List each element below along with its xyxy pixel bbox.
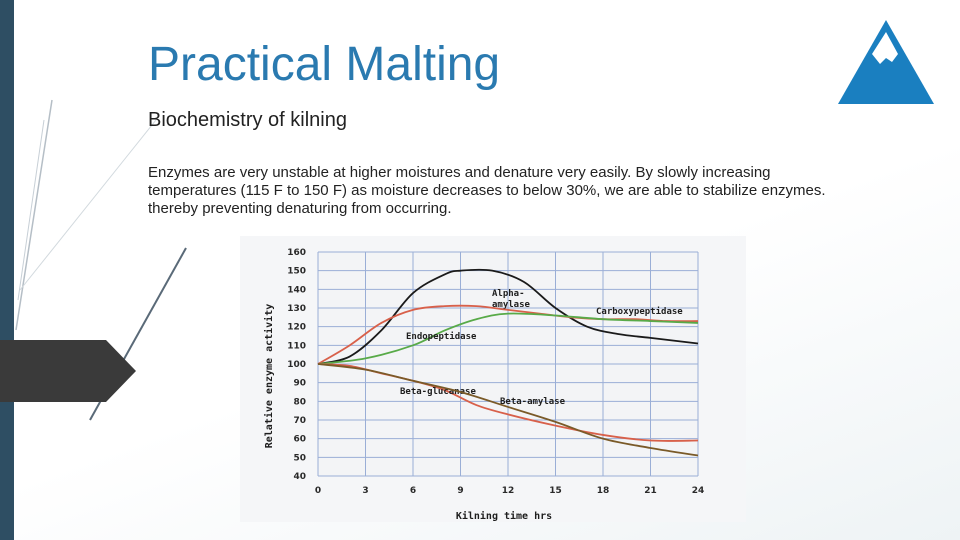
- y-tick-label: 110: [287, 341, 306, 351]
- y-tick-label: 70: [293, 416, 306, 426]
- slide-body-text: Enzymes are very unstable at higher mois…: [148, 164, 826, 217]
- series-line-alpha-amylase: [317, 268, 699, 365]
- x-tick-label: 6: [410, 486, 416, 496]
- y-tick-label: 50: [293, 453, 306, 463]
- x-tick-label: 3: [362, 486, 368, 496]
- y-tick-label: 80: [293, 397, 306, 407]
- y-tick-label: 140: [287, 285, 306, 295]
- x-axis-title: Kilning time hrs: [456, 510, 552, 522]
- x-tick-label: 15: [549, 486, 562, 496]
- series-label-beta-amylase: Beta-amylase: [500, 397, 566, 407]
- y-tick-label: 130: [287, 304, 306, 314]
- x-tick-label: 21: [644, 486, 657, 496]
- y-tick-label: 120: [287, 323, 306, 333]
- chart-svg: 0 3 6 9 12 15 18 21 24 40 50 60 70 80 90 100 110 120 130 14…: [263, 248, 705, 522]
- enzyme-activity-chart: 0 3 6 9 12 15 18 21 24 40 50 60 70 80 90 100 110 120 130 14…: [240, 236, 746, 522]
- slide-title: Practical Malting: [148, 38, 501, 91]
- series-label-beta-glucanase: Beta-glucanase: [400, 387, 476, 397]
- mountain-peak-icon: [838, 20, 934, 104]
- left-accent-bar: [0, 0, 14, 540]
- y-tick-label: 40: [293, 472, 306, 482]
- y-tick-label: 90: [293, 379, 306, 389]
- x-tick-label: 12: [502, 486, 515, 496]
- y-tick-label: 60: [293, 435, 306, 445]
- series-label-alpha-amylase: Alpha-: [492, 289, 525, 299]
- x-tick-label: 0: [315, 486, 321, 496]
- slide-subtitle: Biochemistry of kilning: [148, 109, 347, 131]
- dark-tab-shape: [0, 340, 136, 402]
- series-label-endopeptidase: Endopeptidase: [406, 331, 477, 342]
- series-label-carboxypeptidase: Carboxypeptidase: [596, 306, 683, 317]
- series-line-carboxypeptidase: [317, 304, 699, 365]
- y-tick-label: 150: [287, 267, 306, 277]
- y-tick-label: 160: [287, 248, 306, 258]
- y-axis-title: Relative enzyme activity: [263, 304, 275, 449]
- x-tick-label: 9: [457, 486, 463, 496]
- series-line-endopeptidase: [317, 312, 699, 365]
- x-tick-label: 18: [597, 486, 610, 496]
- series-label-alpha-amylase: amylase: [492, 300, 531, 310]
- series-line-beta-amylase: [317, 363, 699, 457]
- x-tick-label: 24: [692, 486, 705, 496]
- y-tick-label: 100: [287, 360, 306, 370]
